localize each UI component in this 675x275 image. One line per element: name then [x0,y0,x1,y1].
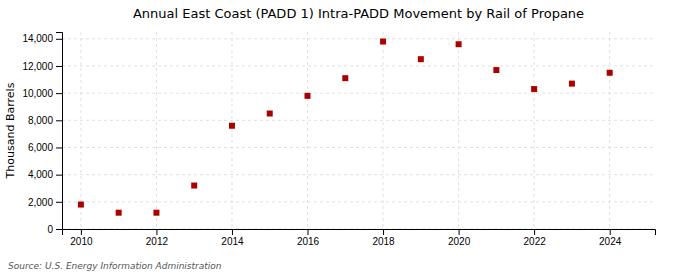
y-tick-label: 0 [47,224,53,235]
x-tick: 2020 [448,229,471,247]
y-tick-mark [56,39,62,40]
y-tick-label: 12,000 [22,61,53,72]
y-tick: 4,000 [28,169,62,180]
y-tick-label: 8,000 [28,115,53,126]
y-tick-mark [56,229,62,230]
grid-line-x [383,32,384,229]
chart: 2010 2012 2014 2016 2018 2020 2022 2024 0 2,000 4,… [0,0,675,275]
grid-line-x [307,32,308,229]
x-tick-mark [232,229,233,235]
point [380,39,386,45]
y-axis-title: Thousand Barrels [4,82,17,179]
grid-line-x [156,32,157,229]
x-axis: 2010 2012 2014 2016 2018 2020 2022 2024 [63,229,656,247]
y-tick-mark [56,202,62,203]
grid-line-y [62,120,655,121]
grid-line-y [62,147,655,148]
grid-line-y [62,93,655,94]
point [531,86,537,92]
grid-line-x [534,32,535,229]
x-tick-label: 2016 [297,236,320,247]
y-tick-mark [56,66,62,67]
x-tick-label: 2012 [146,236,169,247]
x-tick-mark [534,229,535,235]
x-tick-label: 2022 [524,236,547,247]
y-tick: 6,000 [28,142,62,153]
grid [62,32,655,229]
grid-line-x [458,32,459,229]
annotation: Source: U.S. Energy Information Administ… [8,261,222,271]
y-tick: 12,000 [22,61,62,72]
x-tick-mark [459,229,460,235]
point [569,81,575,87]
x-tick-label: 2010 [70,236,93,247]
grid-line-x [80,32,81,229]
y-tick: 10,000 [22,88,62,99]
point [305,93,311,99]
y-tick-mark [56,120,62,121]
y-tick: 0 [47,224,62,235]
y-tick-label: 6,000 [28,142,53,153]
x-tick-label: 2014 [221,236,244,247]
x-axis-line [63,230,656,236]
y-tick: 2,000 [28,197,62,208]
grid-line-y [62,38,655,39]
x-tick: 2016 [297,229,320,247]
y-tick-label: 10,000 [22,88,53,99]
point [418,56,424,62]
x-tick: 2024 [599,229,622,247]
y-tick-mark [56,175,62,176]
y-tick-label: 2,000 [28,197,53,208]
grid-line-x [609,32,610,229]
y-axis-line [56,33,63,230]
x-tick-mark [156,229,157,235]
point [191,183,197,189]
plot-area: 2010 2012 2014 2016 2018 2020 2022 2024 0 2,000 4,… [22,32,655,247]
x-tick-mark [383,229,384,235]
x-tick: 2018 [372,229,395,247]
x-tick-label: 2020 [448,236,471,247]
point [229,123,235,129]
point [116,210,122,216]
y-axis: 0 2,000 4,000 6,000 8,000 10,000 12,000 14,000 [22,33,62,235]
x-tick-mark [81,229,82,235]
x-tick-mark [308,229,309,235]
point [342,75,348,81]
points [78,39,613,216]
grid-line-x [231,32,232,229]
y-tick-mark [56,147,62,148]
x-tick: 2014 [221,229,244,247]
point [493,67,499,73]
grid-line-y [62,201,655,202]
title: Annual East Coast (PADD 1) Intra-PADD Mo… [133,6,584,21]
x-tick-label: 2024 [599,236,622,247]
y-tick-mark [56,93,62,94]
x-tick-label: 2018 [372,236,395,247]
point [607,70,613,76]
x-tick: 2010 [70,229,93,247]
x-tick: 2022 [524,229,547,247]
y-tick-label: 4,000 [28,169,53,180]
point [153,210,159,216]
point [267,111,273,117]
y-tick: 8,000 [28,115,62,126]
grid-line-y [62,65,655,66]
x-tick-mark [610,229,611,235]
point [78,202,84,208]
x-tick: 2012 [146,229,169,247]
point [456,41,462,47]
y-tick-label: 14,000 [22,33,53,44]
y-tick: 14,000 [22,33,62,44]
grid-line-y [62,174,655,175]
